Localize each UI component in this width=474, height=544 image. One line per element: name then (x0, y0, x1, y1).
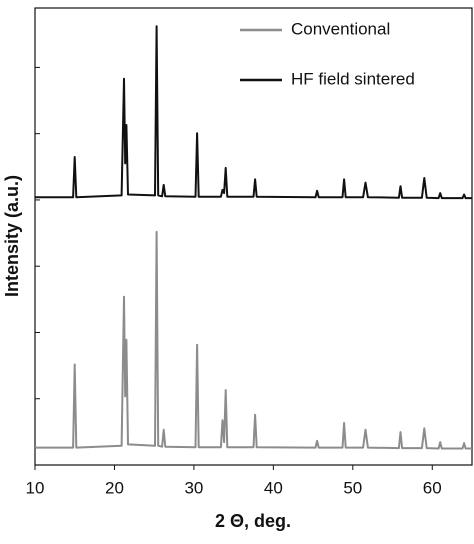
x-tick-label: 20 (105, 478, 124, 497)
series-line (35, 230, 472, 450)
series-line (35, 25, 472, 200)
y-axis-label: Intensity (a.u.) (2, 175, 22, 297)
x-tick-label: 50 (343, 478, 362, 497)
x-tick-label: 30 (184, 478, 203, 497)
x-tick-label: 10 (26, 478, 45, 497)
x-tick-label: 40 (264, 478, 283, 497)
legend-label: Conventional (291, 19, 390, 38)
legend-label: HF field sintered (291, 69, 415, 88)
x-axis-label: 2 Θ, deg. (215, 511, 291, 531)
x-tick-label: 60 (423, 478, 442, 497)
plot-frame (34, 7, 473, 466)
